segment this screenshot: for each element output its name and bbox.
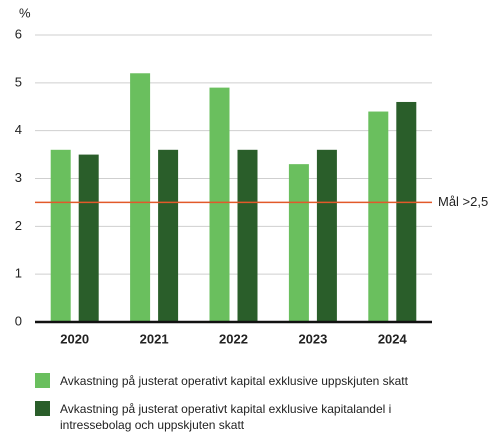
bar [288, 164, 309, 322]
bar [50, 149, 71, 322]
chart: % 0 1 2 3 4 5 6 2020 2021 2022 2023 2024 Mål >2,5 [15, 5, 488, 346]
legend-label: Avkastning på justerat operativt kapital… [60, 402, 392, 432]
y-tick-label: 1 [15, 266, 22, 281]
bar [316, 149, 337, 322]
x-tick-label: 2024 [378, 331, 408, 346]
legend-item: Avkastning på justerat operativt kapital… [35, 373, 408, 389]
legend-item: Avkastning på justerat operativt kapital… [35, 401, 410, 433]
y-tick-label: 2 [15, 218, 22, 233]
x-tick-label: 2020 [60, 331, 89, 346]
bar [237, 149, 258, 322]
legend-label: Avkastning på justerat operativt kapital… [60, 374, 408, 388]
y-tick-label: 6 [15, 26, 22, 41]
bar [368, 111, 389, 323]
x-tick-label: 2022 [219, 331, 248, 346]
bar [78, 154, 99, 322]
y-unit: % [19, 5, 31, 20]
bar [396, 101, 417, 322]
y-tick-label: 5 [15, 74, 22, 89]
y-tick-label: 0 [15, 313, 22, 328]
bar [130, 73, 151, 323]
legend-swatch [35, 401, 50, 416]
bar [158, 149, 179, 322]
y-tick-label: 4 [15, 122, 22, 137]
y-tick-label: 3 [15, 170, 22, 185]
target-label: Mål >2,5 [438, 194, 488, 209]
bar [209, 87, 230, 322]
x-tick-label: 2023 [298, 331, 327, 346]
legend-swatch [35, 373, 50, 388]
x-tick-label: 2021 [140, 331, 169, 346]
